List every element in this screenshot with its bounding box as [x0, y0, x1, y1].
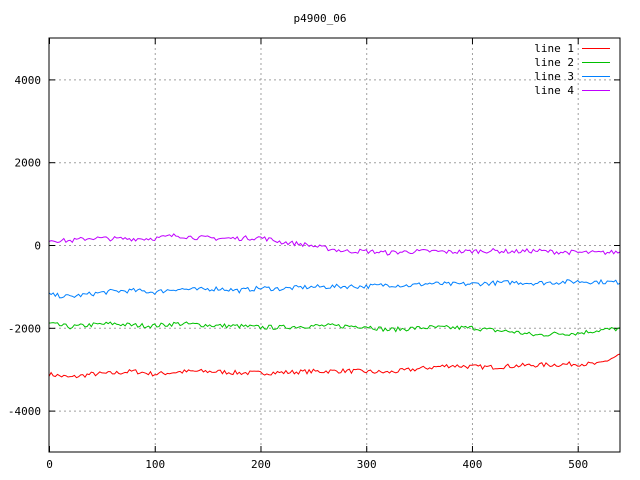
x-tick-label: 400	[463, 458, 483, 471]
y-tick-label: 4000	[15, 74, 42, 87]
series-line-4	[48, 233, 621, 256]
x-tick-label: 0	[46, 458, 53, 471]
series-line-2	[48, 321, 621, 337]
legend-label: line 2	[534, 56, 574, 69]
plot-frame	[48, 37, 621, 453]
series-line-1	[48, 353, 621, 379]
y-tick-label: -2000	[8, 322, 41, 335]
x-tick-label: 200	[251, 458, 271, 471]
axis-ticks: 0 100 200 300 400 500 -4000 -2000 0 2000 4000	[8, 38, 620, 471]
chart-title: p4900_06	[293, 12, 347, 25]
x-tick-label: 300	[357, 458, 377, 471]
y-tick-label: -4000	[8, 405, 41, 418]
series-line-3	[48, 278, 621, 299]
x-tick-label: 500	[568, 458, 588, 471]
y-tick-label: 2000	[15, 157, 42, 170]
legend-label: line 1	[534, 42, 574, 55]
x-tick-label: 100	[145, 458, 165, 471]
series-lines	[48, 233, 621, 379]
legend-label: line 4	[534, 84, 574, 97]
grid	[49, 38, 620, 452]
legend-label: line 3	[534, 70, 574, 83]
y-tick-label: 0	[34, 240, 41, 253]
